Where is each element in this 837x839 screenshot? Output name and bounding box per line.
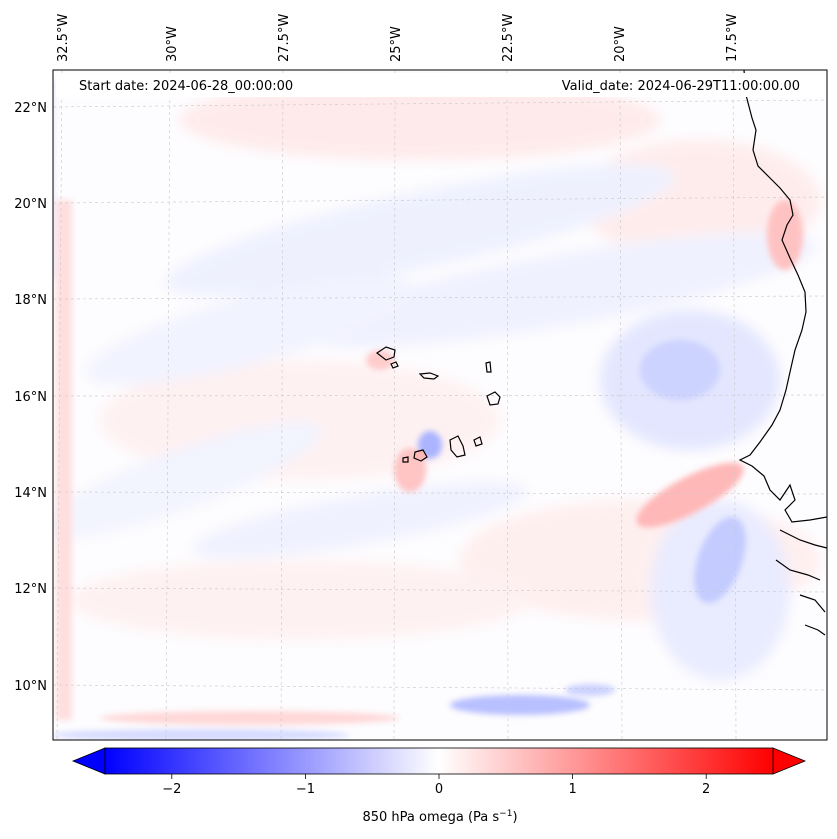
longitude-labels: 32.5°W 30°W 27.5°W 25°W 22.5°W 20°W 17.5…: [56, 14, 740, 62]
island-santiago: [449, 435, 466, 458]
colorbar-gradient: [105, 748, 773, 774]
africa-coastline: [738, 70, 827, 636]
lat-label-20n: 20°N: [14, 197, 47, 212]
island-brava: [402, 456, 409, 463]
colorbar-tick-label: 2: [702, 782, 710, 797]
colorbar-tick-label: −2: [162, 782, 181, 797]
colorbar-tick-label: 0: [435, 782, 443, 797]
island-boa-vista: [486, 391, 501, 406]
lon-label-32-5w: 32.5°W: [56, 14, 71, 62]
colorbar-low-extend: [71, 747, 106, 775]
colorbar-label-end: ): [512, 810, 517, 825]
island-sao-vicente: [390, 361, 399, 369]
lon-label-17-5w: 17.5°W: [725, 14, 740, 62]
lat-label-22n: 22°N: [14, 101, 47, 116]
map-panel: Start date: 2024-06-28_00:00:00 Valid_da…: [52, 69, 828, 741]
omega-field: [53, 80, 820, 740]
colorbar: −2 −1 0 1 2 850 hPa omega (Pa s−1): [71, 747, 807, 825]
island-sal: [485, 361, 492, 373]
colorbar-label-main: 850 hPa omega (Pa s: [362, 810, 499, 825]
colorbar-label-sup: −1: [499, 809, 512, 819]
colorbar-tick-label: −1: [296, 782, 315, 797]
lon-label-22-5w: 22.5°W: [501, 14, 516, 62]
island-fogo: [413, 449, 428, 462]
lon-label-30w: 30°W: [165, 26, 180, 62]
coastlines: [375, 70, 827, 636]
island-maio: [473, 436, 483, 447]
lat-label-10n: 10°N: [14, 679, 47, 694]
graticule: [53, 70, 827, 740]
lat-label-12n: 12°N: [14, 582, 47, 597]
colorbar-high-extend: [772, 747, 807, 775]
colorbar-ticks: −2 −1 0 1 2: [162, 774, 710, 797]
lon-label-20w: 20°W: [613, 26, 628, 62]
lat-label-18n: 18°N: [14, 293, 47, 308]
island-sao-nicolau: [418, 372, 440, 380]
island-santo-antao: [375, 346, 396, 361]
colorbar-tick-label: 1: [568, 782, 576, 797]
lon-label-27-5w: 27.5°W: [277, 14, 292, 62]
lat-label-14n: 14°N: [14, 486, 47, 501]
lat-label-16n: 16°N: [14, 390, 47, 405]
colorbar-label: 850 hPa omega (Pa s−1): [362, 809, 517, 825]
valid-date-label: Valid_date: 2024-06-29T11:00:00.00: [562, 79, 800, 94]
lon-label-25w: 25°W: [389, 26, 404, 62]
start-date-label: Start date: 2024-06-28_00:00:00: [79, 79, 293, 94]
latitude-labels: 22°N 20°N 18°N 16°N 14°N 12°N 10°N: [14, 101, 47, 694]
